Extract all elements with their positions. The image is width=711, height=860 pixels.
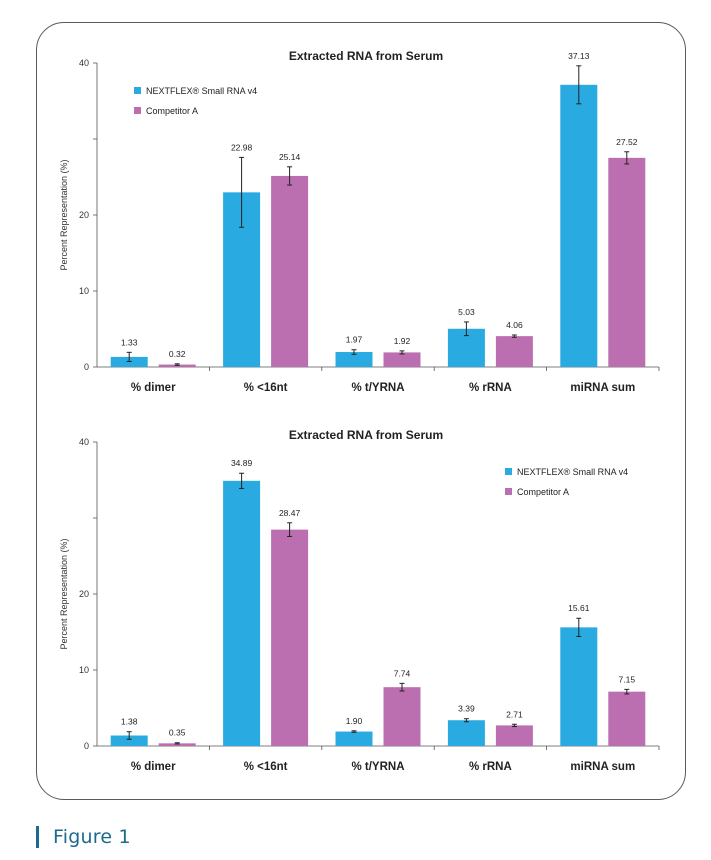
data-label: 22.98 [231, 142, 253, 152]
y-tick-label: 20 [79, 589, 89, 599]
data-label: 1.90 [346, 716, 363, 726]
bar [271, 529, 309, 746]
figure-label: Figure 1 [53, 826, 131, 848]
x-tick-label: % <16nt [244, 761, 288, 773]
x-tick-label: miRNA sum [570, 761, 635, 773]
data-label: 34.89 [231, 458, 253, 468]
bar [447, 720, 485, 746]
x-tick-label: % rRNA [469, 382, 512, 394]
bar [560, 627, 598, 746]
data-label: 37.13 [568, 51, 590, 61]
data-label: 28.47 [279, 508, 301, 518]
data-label: 0.35 [169, 728, 186, 738]
data-label: 1.33 [121, 337, 138, 347]
legend-label: Competitor A [146, 106, 198, 116]
legend-label: Competitor A [517, 487, 569, 497]
data-label: 3.39 [458, 704, 475, 714]
charts-canvas: Extracted RNA from Serum Percent Represen… [59, 49, 660, 773]
bar [383, 352, 421, 367]
data-label: 5.03 [458, 307, 475, 317]
x-tick-label: % t/YRNA [351, 761, 404, 773]
bar [158, 743, 196, 746]
chart-2: Extracted RNA from Serum Percent Represen… [59, 428, 660, 773]
y-axis-label: Percent Representation (%) [59, 538, 69, 649]
legend-swatch [134, 107, 141, 114]
bar [110, 735, 148, 746]
data-label: 25.14 [279, 152, 301, 162]
y-tick-label: 20 [79, 210, 89, 220]
legend-swatch [134, 87, 141, 94]
bar [223, 480, 261, 746]
x-tick-label: % <16nt [244, 382, 288, 394]
y-tick-label: 10 [79, 286, 89, 296]
bar [335, 731, 373, 746]
chart-title: Extracted RNA from Serum [289, 49, 443, 63]
data-label: 0.32 [169, 349, 186, 359]
x-tick-label: % dimer [131, 382, 176, 394]
y-tick-label: 40 [79, 58, 89, 68]
legend-label: NEXTFLEX® Small RNA v4 [517, 467, 628, 477]
bar [383, 687, 421, 746]
data-label: 1.92 [394, 336, 411, 346]
bar [560, 84, 598, 367]
data-label: 7.15 [619, 674, 636, 684]
chart-1: Extracted RNA from Serum Percent Represen… [59, 49, 660, 394]
x-tick-label: % t/YRNA [351, 382, 404, 394]
y-axis-label: Percent Representation (%) [59, 159, 69, 270]
y-tick-label: 10 [79, 665, 89, 675]
x-tick-label: % rRNA [469, 761, 512, 773]
x-tick-label: % dimer [131, 761, 176, 773]
chart-title: Extracted RNA from Serum [289, 428, 443, 442]
data-label: 15.61 [568, 603, 590, 613]
data-label: 1.38 [121, 717, 138, 727]
legend-swatch [505, 488, 512, 495]
data-label: 4.06 [506, 320, 523, 330]
data-label: 1.97 [346, 335, 363, 345]
figure-frame [36, 22, 686, 800]
y-tick-label: 0 [84, 362, 89, 372]
legend-label: NEXTFLEX® Small RNA v4 [146, 86, 257, 96]
data-label: 27.52 [616, 137, 638, 147]
bar [608, 691, 646, 746]
data-label: 2.71 [506, 709, 523, 719]
figure-caption: Figure 1 [36, 822, 131, 852]
bar [335, 352, 373, 367]
bar [271, 175, 309, 367]
bar [495, 336, 533, 367]
x-tick-label: miRNA sum [570, 382, 635, 394]
bar [495, 725, 533, 746]
bar [608, 157, 646, 367]
y-tick-label: 40 [79, 437, 89, 447]
caption-accent-bar [36, 826, 39, 848]
y-tick-label: 0 [84, 741, 89, 751]
data-label: 7.74 [394, 668, 411, 678]
legend-swatch [505, 468, 512, 475]
